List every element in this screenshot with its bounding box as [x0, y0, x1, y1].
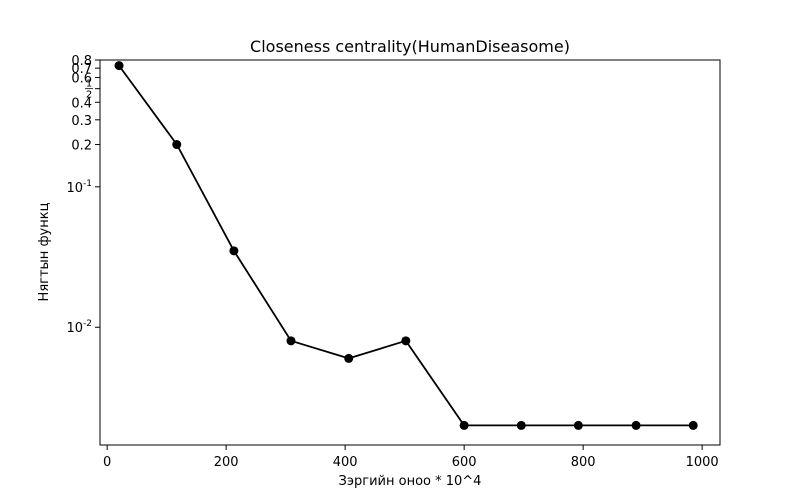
data-point — [172, 140, 182, 150]
x-tick-label: 400 — [333, 455, 358, 470]
plot-area — [99, 59, 721, 446]
y-tick-label: 0.4 — [71, 96, 92, 111]
data-point — [401, 336, 411, 346]
y-tick-label: 10-1 — [66, 179, 92, 196]
y-axis-label: Нягтын функц — [37, 202, 52, 301]
data-point — [114, 61, 124, 71]
data-point — [573, 420, 583, 430]
svg-text:1: 1 — [86, 79, 92, 90]
x-tick-label: 200 — [214, 455, 239, 470]
y-tick-label: 12 — [85, 79, 93, 101]
data-point — [286, 336, 296, 346]
y-tick-label: 10-2 — [66, 319, 92, 336]
y-tick-label: 0.3 — [71, 114, 92, 129]
data-point — [344, 353, 354, 363]
y-tick-label: 0.2 — [71, 139, 92, 154]
data-point — [516, 420, 526, 430]
chart-title: Closeness centrality(HumanDiseasome) — [250, 37, 570, 56]
x-tick-label: 800 — [571, 455, 596, 470]
y-tick-label: 0.8 — [71, 54, 92, 69]
data-point — [229, 246, 239, 256]
series-layer — [114, 61, 698, 430]
y-tick-label: 0.7 — [71, 62, 92, 77]
y-tick-label: 0.6 — [71, 72, 92, 87]
x-tick-label: 600 — [452, 455, 477, 470]
data-point — [459, 420, 469, 430]
x-axis-label: Зэргийн оноо * 10^4 — [339, 474, 482, 489]
data-point — [688, 420, 698, 430]
x-axis: 0 200 400 600 800 1000 — [103, 445, 719, 470]
svg-text:2: 2 — [86, 90, 92, 101]
data-point — [631, 420, 641, 430]
x-tick-label: 0 — [103, 455, 111, 470]
x-tick-label: 1000 — [686, 455, 719, 470]
